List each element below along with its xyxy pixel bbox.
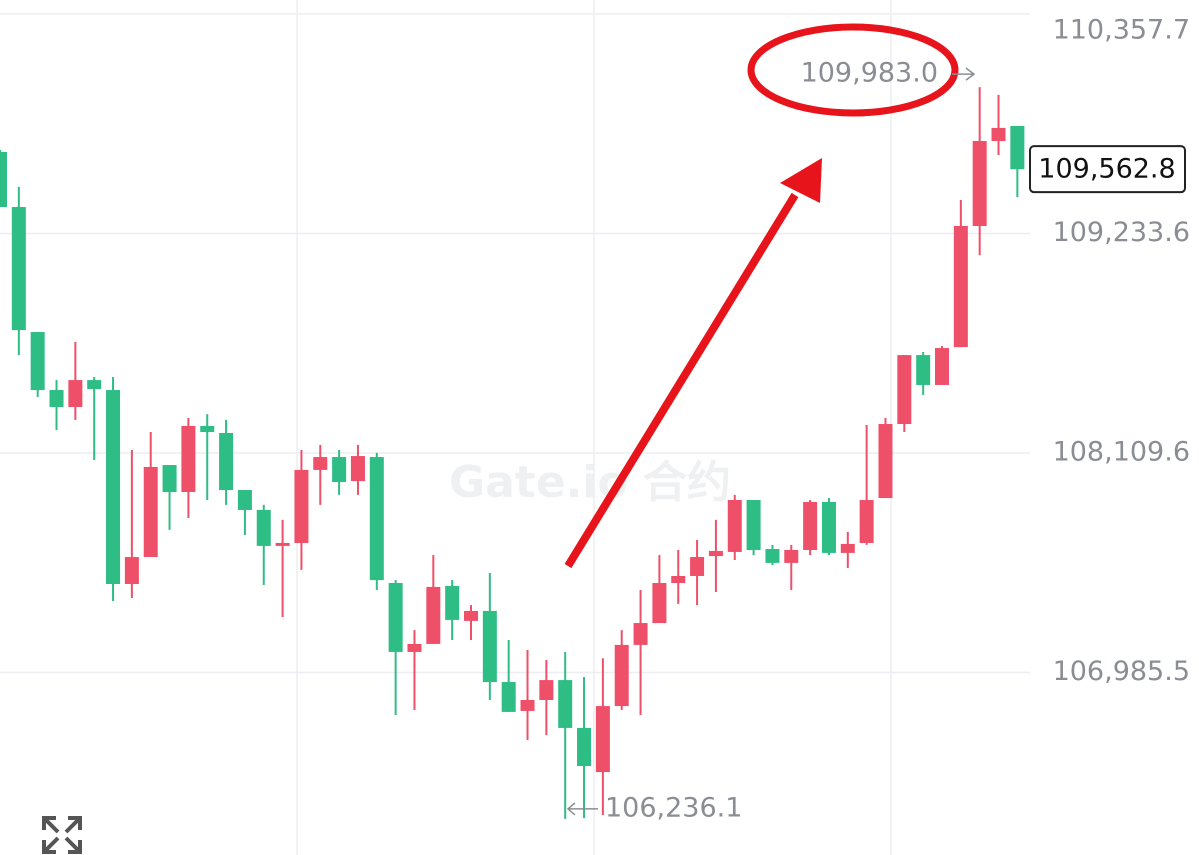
candle-body [953, 225, 968, 348]
candle-body [671, 575, 686, 584]
candle-body [878, 424, 893, 499]
watermark: Gate.io 合约 [449, 457, 731, 508]
candle-body [11, 207, 26, 331]
high-marker-arrow [952, 67, 976, 81]
high-marker-label: 109,983.0 [801, 58, 938, 89]
candle-body [124, 557, 139, 584]
candle-body [614, 644, 629, 707]
candle-body [426, 586, 441, 644]
candle-body [727, 500, 742, 552]
candle-body [539, 680, 554, 700]
candle-body [746, 500, 761, 550]
candle-body [482, 610, 497, 683]
low-marker-label: 106,236.1 [605, 792, 742, 823]
y-tick-label: 106,985.5 [1053, 656, 1190, 687]
candle-body [633, 623, 648, 645]
candle-body [49, 390, 64, 408]
candle-body [68, 380, 83, 408]
last-price-label: 109,562.8 [1038, 154, 1175, 185]
candle-body [690, 557, 705, 576]
candle-body [332, 457, 347, 483]
candle-body [0, 151, 7, 208]
candle-body [972, 141, 987, 226]
candle-body [464, 610, 478, 621]
last-price-box [1029, 145, 1186, 194]
candle-body [30, 332, 45, 391]
candle-body [558, 680, 573, 728]
plot [0, 13, 1030, 819]
candle-body [106, 390, 121, 584]
candle-body [991, 127, 1006, 142]
candle-body [708, 550, 723, 557]
expand-corner [64, 816, 82, 834]
candle-body [294, 469, 309, 543]
candle-body [87, 380, 102, 390]
y-tick-label: 108,109.6 [1053, 437, 1190, 468]
arrow-shaft [564, 192, 799, 569]
y-tick-label: 110,357.7 [1053, 15, 1190, 46]
candle-body [520, 700, 535, 711]
candle-body [313, 457, 328, 470]
candle-body [219, 433, 234, 491]
candle-body [350, 456, 365, 482]
candle-body [256, 509, 271, 546]
candle-body [935, 348, 949, 385]
candle-body [200, 425, 215, 433]
y-tick-label: 109,233.6 [1053, 217, 1190, 248]
candle-body [765, 549, 780, 563]
candle-body [859, 500, 874, 543]
candle-body [407, 643, 422, 652]
candle-body [445, 585, 460, 620]
candle-body [369, 457, 384, 581]
low-marker-arrow [566, 802, 598, 816]
arrow-head [780, 158, 822, 203]
candle-body [577, 727, 592, 767]
candle-body [916, 355, 931, 385]
candle-body [501, 682, 516, 712]
expand-corner [64, 836, 82, 854]
expand-corner [42, 816, 60, 834]
candle-body [821, 501, 836, 553]
candle-body [181, 425, 196, 492]
highlight-ellipse [747, 23, 959, 117]
candle-body [237, 490, 252, 510]
candle-body [388, 583, 403, 652]
expand-icon[interactable] [42, 816, 82, 854]
candle-body [1010, 125, 1025, 170]
candle-body [652, 583, 667, 624]
candle-body [897, 355, 912, 425]
candle-body [143, 466, 158, 558]
candle-body [275, 542, 290, 546]
candle-body [595, 706, 610, 773]
candle-body [162, 465, 177, 492]
candle-body [803, 501, 818, 550]
expand-corner [42, 836, 60, 854]
candle-body [840, 543, 855, 553]
candle-body [784, 550, 799, 563]
